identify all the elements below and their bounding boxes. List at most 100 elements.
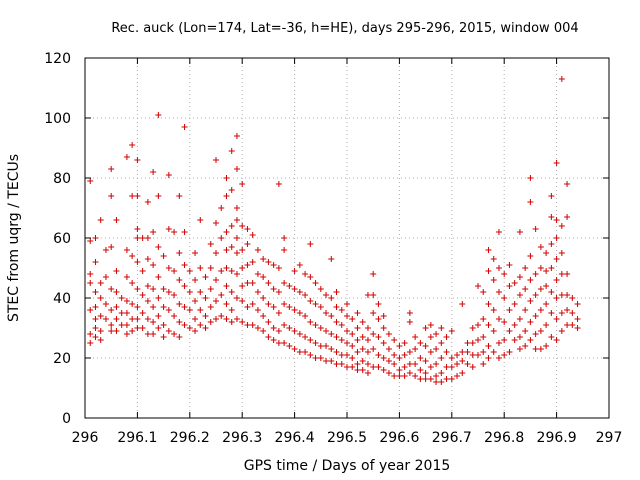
data-point xyxy=(380,313,387,319)
y-tick-label: 80 xyxy=(53,171,71,187)
data-point xyxy=(417,367,424,373)
data-point xyxy=(144,283,151,289)
data-point xyxy=(165,289,172,295)
data-point xyxy=(213,298,219,304)
data-point xyxy=(417,340,424,346)
data-point xyxy=(537,328,544,334)
data-point xyxy=(328,331,335,337)
data-point xyxy=(370,292,377,298)
data-point xyxy=(129,253,136,259)
data-point xyxy=(150,286,157,292)
data-point xyxy=(249,322,256,328)
data-point xyxy=(516,292,523,298)
data-point xyxy=(92,325,99,331)
data-point xyxy=(197,265,204,271)
data-point xyxy=(307,298,314,304)
data-point xyxy=(223,301,230,307)
data-point xyxy=(228,289,235,295)
data-point xyxy=(564,271,571,277)
data-point xyxy=(553,217,560,223)
data-point xyxy=(260,274,267,280)
data-point xyxy=(244,241,251,247)
data-point xyxy=(165,307,172,313)
data-point xyxy=(181,262,188,268)
data-point xyxy=(511,322,518,328)
data-point xyxy=(511,301,518,307)
data-point xyxy=(543,283,550,289)
data-point xyxy=(134,226,141,232)
data-point xyxy=(123,310,130,316)
data-point xyxy=(506,328,513,334)
data-point xyxy=(244,322,251,328)
data-point xyxy=(134,259,141,265)
data-point xyxy=(176,301,183,307)
data-point xyxy=(527,337,534,343)
data-point xyxy=(155,295,162,301)
data-point xyxy=(558,271,565,277)
data-point xyxy=(564,292,571,298)
data-point xyxy=(516,229,523,235)
data-point xyxy=(155,193,162,199)
data-point xyxy=(553,337,560,343)
data-point xyxy=(328,295,335,301)
data-point xyxy=(275,289,282,295)
data-point xyxy=(527,253,534,259)
data-point xyxy=(218,205,225,211)
data-point xyxy=(349,316,356,322)
data-point xyxy=(155,325,162,331)
data-point xyxy=(233,316,240,322)
data-point xyxy=(260,295,267,301)
data-point xyxy=(312,355,319,361)
data-points xyxy=(87,76,581,385)
data-point xyxy=(307,352,314,358)
data-point xyxy=(317,325,324,331)
data-point xyxy=(422,370,429,376)
data-point xyxy=(475,322,481,328)
data-point xyxy=(480,334,487,340)
data-point xyxy=(113,217,120,223)
data-point xyxy=(213,277,219,283)
data-point xyxy=(516,316,523,322)
data-point xyxy=(92,235,99,241)
data-point xyxy=(412,334,419,340)
data-point xyxy=(192,328,199,334)
data-point xyxy=(406,370,413,376)
data-point xyxy=(490,349,497,355)
data-point xyxy=(569,322,576,328)
data-point xyxy=(401,373,408,379)
data-point xyxy=(123,247,130,253)
data-point xyxy=(286,283,293,289)
data-point xyxy=(359,319,366,325)
data-point xyxy=(296,331,303,337)
data-point xyxy=(490,256,497,262)
data-point xyxy=(87,331,94,337)
data-point xyxy=(129,193,136,199)
data-point xyxy=(480,361,487,367)
data-point xyxy=(354,349,361,355)
x-tick-label: 296.2 xyxy=(170,430,210,446)
data-point xyxy=(239,247,246,253)
data-point xyxy=(354,367,361,373)
data-point xyxy=(433,361,440,367)
data-point xyxy=(475,352,481,358)
data-point xyxy=(527,319,534,325)
data-point xyxy=(291,328,298,334)
data-point xyxy=(239,223,246,229)
data-point xyxy=(160,253,167,259)
data-point xyxy=(506,262,513,268)
data-point xyxy=(244,280,251,286)
data-point xyxy=(254,325,261,331)
data-point xyxy=(281,235,288,241)
data-point xyxy=(192,316,199,322)
y-tick-label: 20 xyxy=(53,351,71,367)
data-point xyxy=(87,238,94,244)
data-point xyxy=(244,262,251,268)
data-point xyxy=(349,331,356,337)
data-point xyxy=(265,319,272,325)
data-point xyxy=(171,268,178,274)
data-point xyxy=(427,376,434,382)
data-point xyxy=(454,361,461,367)
data-point xyxy=(87,307,94,313)
data-point xyxy=(150,169,157,175)
data-point xyxy=(192,298,199,304)
